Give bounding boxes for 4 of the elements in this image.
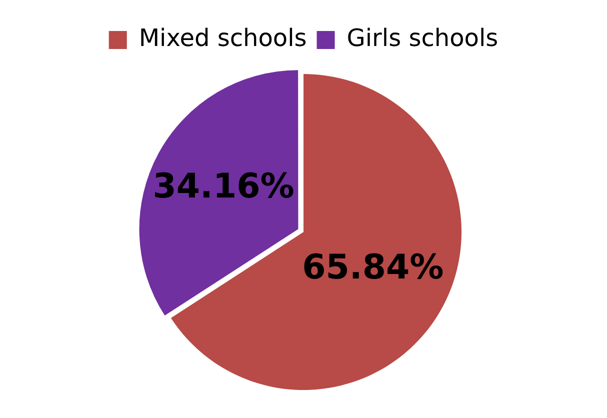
data-label: 65.84% — [302, 248, 444, 288]
data-label: 34.16% — [152, 166, 294, 206]
legend-label: Girls schools — [346, 24, 498, 52]
legend-label: Mixed schools — [138, 24, 307, 52]
